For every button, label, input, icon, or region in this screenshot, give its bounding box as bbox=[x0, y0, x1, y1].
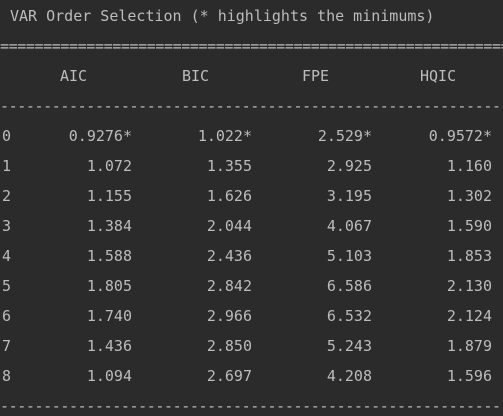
row-index: 8 bbox=[2, 367, 12, 385]
hqic-value: 2.124 bbox=[446, 307, 492, 325]
row-index: 7 bbox=[2, 337, 12, 355]
fpe-value: 5.243 bbox=[326, 337, 372, 355]
bic-value: 1.355 bbox=[206, 157, 252, 175]
row-index: 5 bbox=[2, 277, 12, 295]
fpe-value: 2.925 bbox=[326, 157, 372, 175]
table-row: 6 1.740 2.966 6.532 2.124 bbox=[0, 306, 503, 326]
aic-value: 1.155 bbox=[86, 187, 132, 205]
table-row: 5 1.805 2.842 6.586 2.130 bbox=[0, 276, 503, 296]
dash-rule-bottom: ----------------------------------------… bbox=[0, 397, 503, 415]
bic-value: 2.436 bbox=[206, 247, 252, 265]
aic-value: 1.094 bbox=[86, 367, 132, 385]
row-index: 0 bbox=[2, 127, 12, 145]
header-bic: BIC bbox=[182, 67, 210, 85]
table-row: 3 1.384 2.044 4.067 1.590 bbox=[0, 216, 503, 236]
bic-value: 2.842 bbox=[206, 277, 252, 295]
aic-value: 1.436 bbox=[86, 337, 132, 355]
bic-value: 2.044 bbox=[206, 217, 252, 235]
fpe-value: 6.532 bbox=[326, 307, 372, 325]
hqic-value: 2.130 bbox=[446, 277, 492, 295]
aic-value: 0.9276* bbox=[68, 127, 132, 145]
fpe-value: 4.208 bbox=[326, 367, 372, 385]
row-index: 3 bbox=[2, 217, 12, 235]
bic-value: 2.697 bbox=[206, 367, 252, 385]
bic-value: 1.626 bbox=[206, 187, 252, 205]
hqic-value: 1.596 bbox=[446, 367, 492, 385]
bic-value: 1.022* bbox=[197, 127, 252, 145]
aic-value: 1.072 bbox=[86, 157, 132, 175]
row-index: 6 bbox=[2, 307, 12, 325]
hqic-value: 1.160 bbox=[446, 157, 492, 175]
fpe-value: 5.103 bbox=[326, 247, 372, 265]
aic-value: 1.805 bbox=[86, 277, 132, 295]
row-index: 1 bbox=[2, 157, 12, 175]
dash-rule-top: ----------------------------------------… bbox=[0, 97, 503, 115]
header-aic: AIC bbox=[60, 67, 88, 85]
table-row: 8 1.094 2.697 4.208 1.596 bbox=[0, 366, 503, 386]
equals-rule: ========================================… bbox=[0, 37, 503, 55]
bic-value: 2.850 bbox=[206, 337, 252, 355]
hqic-value: 1.853 bbox=[446, 247, 492, 265]
hqic-value: 1.590 bbox=[446, 217, 492, 235]
row-index: 2 bbox=[2, 187, 12, 205]
aic-value: 1.740 bbox=[86, 307, 132, 325]
hqic-value: 1.302 bbox=[446, 187, 492, 205]
table-row: 7 1.436 2.850 5.243 1.879 bbox=[0, 336, 503, 356]
fpe-value: 4.067 bbox=[326, 217, 372, 235]
fpe-value: 6.586 bbox=[326, 277, 372, 295]
aic-value: 1.384 bbox=[86, 217, 132, 235]
table-row: 0 0.9276* 1.022* 2.529* 0.9572* bbox=[0, 126, 503, 146]
hqic-value: 1.879 bbox=[446, 337, 492, 355]
table-row: 4 1.588 2.436 5.103 1.853 bbox=[0, 246, 503, 266]
header-hqic: HQIC bbox=[420, 67, 457, 85]
fpe-value: 2.529* bbox=[317, 127, 372, 145]
bic-value: 2.966 bbox=[206, 307, 252, 325]
aic-value: 1.588 bbox=[86, 247, 132, 265]
table-row: 2 1.155 1.626 3.195 1.302 bbox=[0, 186, 503, 206]
table-row: 1 1.072 1.355 2.925 1.160 bbox=[0, 156, 503, 176]
hqic-value: 0.9572* bbox=[428, 127, 492, 145]
fpe-value: 3.195 bbox=[326, 187, 372, 205]
table-title: VAR Order Selection (* highlights the mi… bbox=[10, 7, 435, 25]
row-index: 4 bbox=[2, 247, 12, 265]
header-fpe: FPE bbox=[302, 67, 330, 85]
